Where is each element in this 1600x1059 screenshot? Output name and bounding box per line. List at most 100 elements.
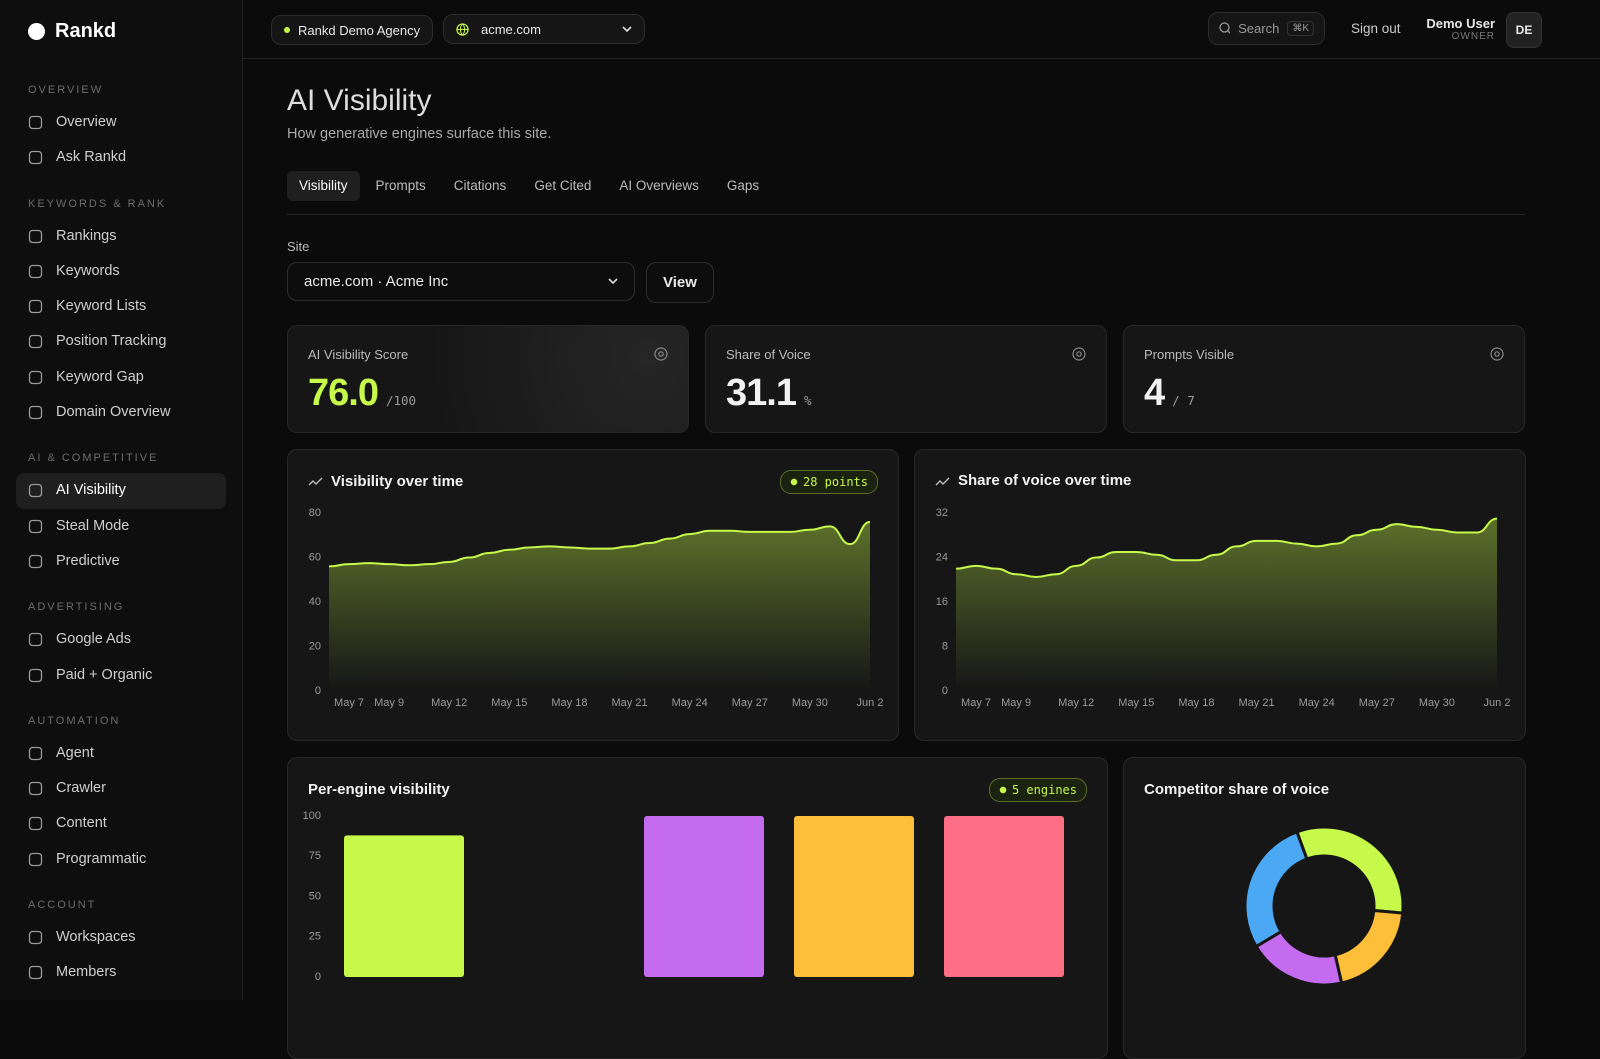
user-role: OWNER [1451, 31, 1495, 42]
chart-title: Share of voice over time [958, 472, 1132, 489]
site-select[interactable]: acme.com · Acme Inc [287, 262, 635, 301]
nav-label: Keyword Gap [56, 368, 144, 385]
area [329, 521, 870, 691]
nav-label: Steal Mode [56, 517, 130, 534]
y-tick-label: 0 [942, 685, 948, 697]
nav-item[interactable]: Members [16, 955, 226, 990]
domain-select[interactable]: acme.com [443, 14, 645, 44]
nav-item[interactable]: Overview [16, 105, 226, 140]
tab[interactable]: Prompts [375, 178, 426, 193]
nav-item[interactable]: Agent [16, 736, 226, 771]
site-value: acme.com · Acme Inc [304, 273, 449, 290]
x-tick-label: May 24 [672, 697, 708, 709]
chart-plot [1243, 825, 1405, 987]
avatar[interactable]: DE [1506, 12, 1542, 48]
domain: acme.com [481, 21, 541, 37]
chart-card: Competitor share of voice [1123, 757, 1526, 1059]
chart-plot: 0 8 16 24 32 May 7 May 9 May 12 May 15 May 18 May … [936, 507, 1511, 709]
nav-item[interactable]: Crawler [16, 771, 226, 806]
nav-item[interactable]: Position Tracking [16, 324, 226, 359]
nav-label: Position Tracking [56, 333, 167, 350]
site-label: Site [287, 239, 310, 254]
nav-item[interactable]: Content [16, 806, 226, 841]
tabs: Visibility Prompts Citations Get Cited AI Ov… [287, 171, 771, 201]
donut-slice [1294, 825, 1405, 915]
stat-unit: % [803, 393, 812, 408]
nav-label: Workspaces [56, 929, 136, 946]
tab[interactable]: AI Overviews [619, 178, 699, 193]
y-tick-label: 75 [309, 850, 321, 862]
nav-item[interactable]: Ask Rankd [16, 140, 226, 175]
brand[interactable]: Rankd [28, 20, 116, 43]
page-title: AI Visibility [287, 84, 432, 117]
user-name: Demo User [1426, 16, 1495, 31]
y-tick-label: 80 [309, 507, 321, 519]
nav-label: Crawler [56, 780, 106, 797]
view-button[interactable]: View [646, 262, 714, 303]
shortcut: ⌘K [1287, 21, 1314, 36]
tab[interactable]: Gaps [726, 178, 760, 193]
x-tick-label: May 30 [1419, 697, 1455, 709]
bar [794, 816, 914, 977]
nav-label: Overview [56, 114, 117, 130]
x-tick-label: May 18 [1178, 697, 1214, 709]
search[interactable]: Search ⌘K [1208, 12, 1325, 45]
stat-value: 4 [1144, 372, 1165, 414]
x-tick-label: May 9 [374, 697, 404, 709]
nav-label: Programmatic [56, 850, 147, 867]
chart-title: Competitor share of voice [1144, 781, 1330, 798]
tab[interactable]: Get Cited [534, 178, 592, 193]
nav-item[interactable]: Paid + Organic [16, 658, 226, 693]
nav-item[interactable]: Steal Mode [16, 509, 226, 544]
stat-unit: /100 [385, 393, 417, 408]
sign-out[interactable]: Sign out [1351, 21, 1401, 36]
stat-card: Share of Voice 31.1% [705, 325, 1107, 433]
y-tick-label: 100 [303, 810, 321, 822]
nav-item[interactable]: Rankings [16, 219, 226, 254]
chart-badge: 28 points [779, 470, 878, 494]
nav-item[interactable]: Keyword Lists [16, 289, 226, 324]
nav-label: Google Ads [56, 631, 131, 648]
nav-item[interactable]: Domain Overview [16, 395, 226, 430]
topbar: Rankd Demo Agency acme.com Search ⌘K Sign… [243, 0, 1600, 59]
nav-label: Domain Overview [56, 404, 171, 421]
page: Rankd OVERVIEW Overview Ask Rankd KEYWORDS … [16, 0, 1600, 1059]
nav-item[interactable]: Programmatic [16, 842, 226, 877]
nav-section-title: AI & COMPETITIVE [28, 452, 159, 465]
nav-item[interactable]: Keywords [16, 254, 226, 289]
x-tick-label: May 24 [1299, 697, 1335, 709]
y-tick-label: 40 [309, 596, 321, 608]
chart-plot: 0 20 40 60 80 May 7 May 9 May 12 May 15 May 18 May… [309, 507, 884, 709]
nav-item[interactable]: Workspaces [16, 920, 226, 955]
y-tick-label: 24 [936, 551, 948, 563]
nav-label: Keywords [56, 262, 120, 279]
chart-title: Visibility over time [331, 473, 464, 490]
stat-value-row: 31.1% [726, 372, 812, 415]
agency-pill[interactable]: Rankd Demo Agency [271, 15, 434, 45]
x-tick-label: May 12 [1058, 697, 1094, 709]
nav-item[interactable]: Predictive [16, 544, 226, 579]
tab[interactable]: Citations [453, 178, 507, 193]
stat-label: Share of Voice [726, 347, 811, 362]
nav-section-title: ACCOUNT [28, 899, 97, 912]
nav: OVERVIEW Overview Ask Rankd KEYWORDS & RANK… [16, 82, 226, 991]
nav-section-title: KEYWORDS & RANK [28, 197, 167, 210]
y-tick-label: 0 [315, 685, 321, 697]
nav-item[interactable]: AI Visibility [16, 473, 226, 509]
area [956, 518, 1497, 691]
x-tick-label: Jun 2 [857, 697, 884, 709]
stat-unit: / 7 [1172, 393, 1195, 408]
nav-item[interactable]: Keyword Gap [16, 360, 226, 395]
tab[interactable]: Visibility [287, 171, 360, 201]
divider [287, 214, 1525, 215]
page-subtitle: How generative engines surface this site… [287, 126, 552, 142]
line [955, 517, 1498, 578]
bar [944, 816, 1064, 977]
stat-value: 31.1 [726, 372, 797, 414]
x-tick-label: May 15 [1118, 697, 1154, 709]
y-tick-label: 8 [942, 640, 948, 652]
chart-card: Per-engine visibility 5 engines 0 25 50 75 100 [287, 757, 1108, 1059]
user: Demo User OWNER [1426, 16, 1495, 42]
nav-item[interactable]: Google Ads [16, 622, 226, 657]
y-tick-label: 20 [309, 640, 321, 652]
